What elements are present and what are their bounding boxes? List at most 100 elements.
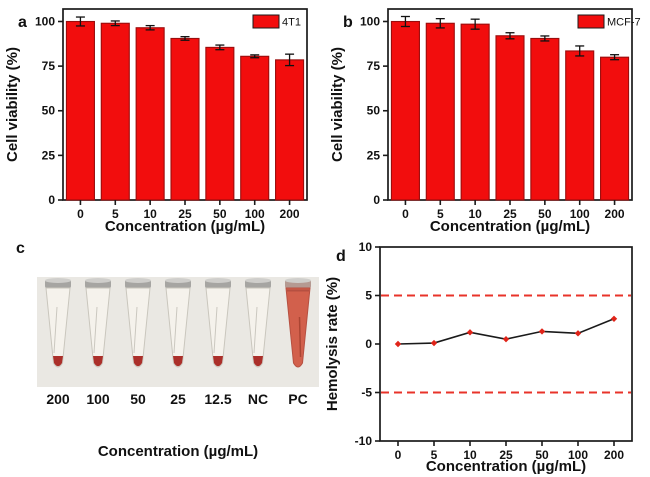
tube-highlight [93,306,98,354]
bar [135,27,165,201]
tube-highlight [253,306,258,354]
bar-chart-4t1: a 0 25 50 75 100 0 5 10 25 50 100 200 Concentration (… [4,8,308,235]
x-tick-label: 5 [112,207,119,221]
legend-swatch [577,14,605,29]
tube-body [45,287,71,368]
bar [170,37,200,201]
rbc-pellet [133,356,143,367]
x-tick-label: 50 [213,207,227,221]
x-tick-label: 0 [402,207,409,221]
data-point [466,329,474,336]
tube-highlight [133,306,138,354]
panel-label-c: c [16,240,25,257]
rbc-pellet [213,356,223,367]
tube-highlight [173,306,178,354]
y-tick-label: 0 [365,337,372,351]
bar [100,22,130,201]
y-tick-label: 75 [367,59,381,73]
data-point [502,335,510,343]
x-axis-label: Concentration (µg/mL) [426,458,586,475]
y-tick-label: 100 [35,14,55,28]
tube-body [125,287,151,368]
y-axis-label: Cell viability (%) [329,47,346,162]
rbc-pellet [53,356,63,367]
hemolysis-tubes-photo [37,277,319,387]
tube-cap-top [245,278,271,283]
y-axis-label: Hemolysis rate (%) [324,277,341,411]
x-axis-label: Concentration (µg/mL) [430,218,590,235]
rbc-pellet [173,356,183,367]
x-tick-label: 10 [468,207,482,221]
y-tick-label: -10 [355,434,373,448]
tube-body [245,287,271,368]
x-tick-label: 200 [280,207,300,221]
tube-highlight [213,306,218,354]
photo-x-axis-label: Concentration (µg/mL) [97,443,259,460]
panel-d-hemolysis-rate: d -10 -5 0 5 10 0 5 10 25 50 100 200 Concentration (µ… [320,235,650,477]
tube-label: NC [247,391,269,407]
y-tick-label: 25 [42,148,56,162]
bar [390,20,420,201]
tube-cap-top [165,278,191,283]
x-tick-label: 0 [395,448,402,462]
x-tick-label: 100 [570,207,590,221]
y-tick-label: -5 [361,386,372,400]
y-tick-label: 50 [42,104,56,118]
y-tick-label: 0 [48,193,55,207]
tubes-photo-svg [37,277,319,387]
x-tick-label: 5 [437,207,444,221]
bar [565,50,595,201]
y-tick-label: 50 [367,104,381,118]
bar-chart-mcf7: b 0 25 50 75 100 0 5 10 25 50 100 200 Concentration (… [329,8,641,235]
bar [275,59,305,201]
tube-body [165,287,191,368]
tube-label: 200 [46,391,70,407]
panel-label: a [18,14,27,31]
y-tick-label: 5 [365,289,372,303]
data-point [574,330,582,337]
data-point [394,340,402,348]
y-tick-label: 25 [367,148,381,162]
tube-highlight [53,306,58,354]
tube-body [85,287,111,368]
panel-label: d [336,248,346,265]
x-tick-label: 200 [604,448,624,462]
panel-c-hemolysis-photo: c 200 100 50 25 12.5 NC PC Concentration (µg/m… [0,238,325,477]
y-tick-label: 10 [359,240,373,254]
tube-labels-row: 200 100 50 25 12.5 NC PC [37,391,319,411]
bar [530,37,560,201]
legend-swatch [252,14,280,29]
bar [600,56,630,201]
x-tick-label: 50 [538,207,552,221]
bar [65,20,95,201]
bar [205,46,235,201]
bar [460,23,490,201]
bar [495,35,525,201]
tube-cap-top [125,278,151,283]
x-tick-label: 10 [143,207,157,221]
x-axis-label: Concentration (µg/mL) [105,218,265,235]
x-tick-label: 10 [463,448,477,462]
x-tick-label: 25 [503,207,517,221]
legend-label: MCF-7 [607,17,641,29]
legend-label: 4T1 [282,17,301,29]
bar [240,55,270,201]
x-tick-label: 0 [77,207,84,221]
x-tick-label: 25 [499,448,513,462]
data-point [610,315,618,322]
y-tick-label: 0 [373,193,380,207]
tube-label: 100 [86,391,110,407]
panel-b-mcf7-viability: b 0 25 50 75 100 0 5 10 25 50 100 200 Concentration (… [325,0,650,238]
data-point [430,339,438,347]
x-tick-label: 25 [178,207,192,221]
tube-label: 50 [130,391,146,407]
tube-cap-top [45,278,71,283]
tube-cap-top [85,278,111,283]
data-point [538,328,546,335]
tube-cap-top [285,278,311,283]
panel-label: b [343,14,353,31]
panel-a-4t1-viability: a 0 25 50 75 100 0 5 10 25 50 100 200 Concentration (… [0,0,325,238]
y-axis-label: Cell viability (%) [4,47,21,162]
